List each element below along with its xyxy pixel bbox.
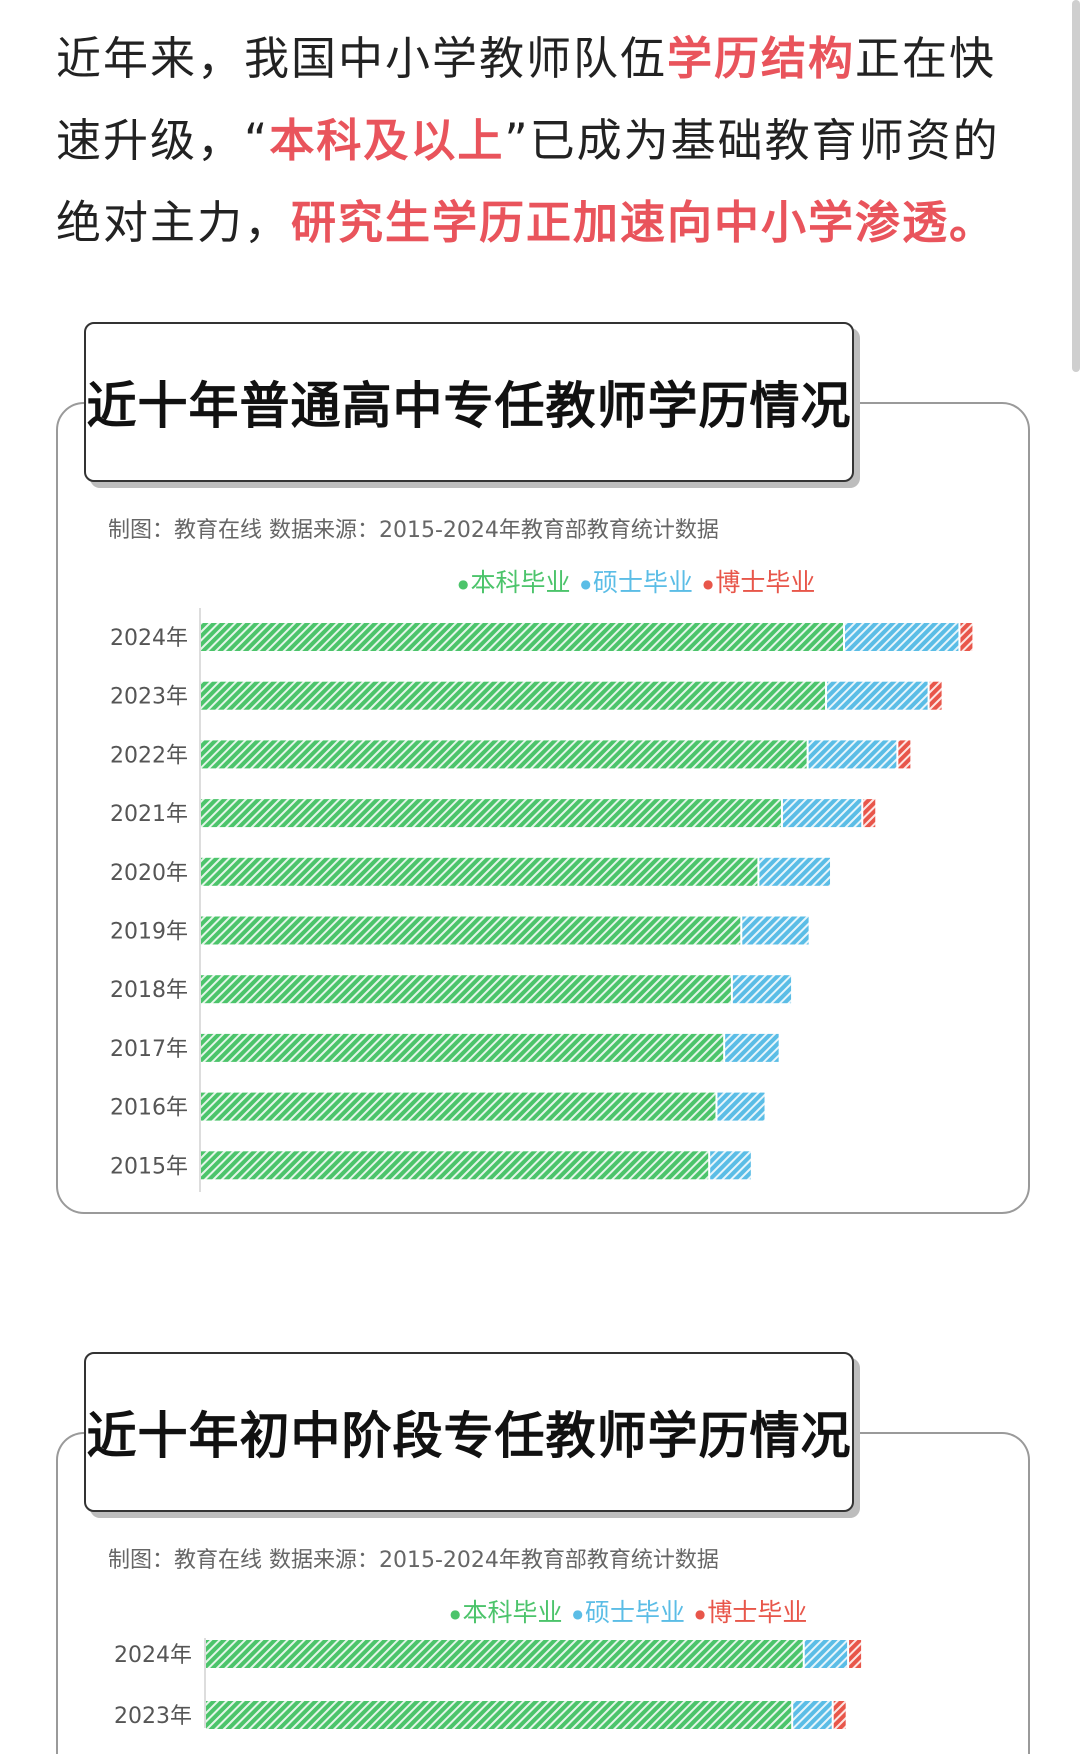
bar-phd-2023年 xyxy=(929,681,942,710)
intro-highlight-3: 研究生学历正加速向中小学渗透。 xyxy=(291,196,997,249)
intro-highlight-2: 本科及以上 xyxy=(269,114,505,167)
chart-legend-junior-high: ●本科毕业 ●硕士毕业 ●博士毕业 xyxy=(450,1593,809,1629)
chart-credit-junior-high: 制图：教育在线 数据来源：2015-2024年教育部教育统计数据 xyxy=(108,1548,719,1573)
intro-text-3: ”已成为基础教育师资的绝对主力， xyxy=(56,114,1000,249)
bar-phd-2024年 xyxy=(849,1640,862,1668)
bar-bachelor-2023年 xyxy=(201,681,826,710)
bar-phd-2024年 xyxy=(960,623,973,651)
bar-master-2019年 xyxy=(742,916,809,945)
year-tick-label: 2019年 xyxy=(110,920,188,945)
bar-master-2018年 xyxy=(732,975,792,1004)
year-tick-label: 2018年 xyxy=(110,978,188,1003)
bar-bachelor-2015年 xyxy=(201,1151,709,1180)
chart-title-senior-high: 近十年普通高中专任教师学历情况 xyxy=(84,322,854,482)
bar-master-2016年 xyxy=(717,1092,765,1121)
bar-master-2023年 xyxy=(827,681,928,710)
bar-master-2023年 xyxy=(793,1701,832,1729)
legend-swatch-master: ● xyxy=(572,1607,583,1621)
intro-highlight-1: 学历结构 xyxy=(667,32,856,85)
bar-bachelor-2021年 xyxy=(201,799,781,828)
legend-label-phd: 博士毕业 xyxy=(715,568,816,597)
bar-bachelor-2017年 xyxy=(201,1033,724,1062)
legend-swatch-bachelor: ● xyxy=(458,577,469,591)
bar-master-2024年 xyxy=(804,1640,848,1668)
bar-bachelor-2023年 xyxy=(206,1701,792,1729)
intro-text-2: 正在快速升级，“ xyxy=(56,32,997,167)
legend-label-bachelor: 本科毕业 xyxy=(462,1598,563,1627)
year-tick-label: 2024年 xyxy=(114,1643,192,1668)
legend-swatch-master: ● xyxy=(580,577,591,591)
bar-master-2022年 xyxy=(808,740,897,769)
intro-paragraph: 近年来，我国中小学教师队伍学历结构正在快速升级，“本科及以上”已成为基础教育师资… xyxy=(56,18,1016,264)
chart-title-junior-high: 近十年初中阶段专任教师学历情况 xyxy=(84,1352,854,1512)
legend-swatch-phd: ● xyxy=(694,1607,706,1621)
bar-bachelor-2024年 xyxy=(206,1640,803,1668)
year-tick-label: 2024年 xyxy=(110,626,188,651)
bar-bachelor-2018年 xyxy=(201,975,731,1004)
bar-master-2015年 xyxy=(710,1151,751,1180)
bar-bachelor-2016年 xyxy=(201,1092,716,1121)
legend-label-bachelor: 本科毕业 xyxy=(470,568,571,597)
bar-bachelor-2020年 xyxy=(201,857,758,886)
bar-phd-2023年 xyxy=(833,1701,846,1729)
bar-phd-2022年 xyxy=(898,740,911,769)
year-tick-label: 2022年 xyxy=(110,743,188,768)
chart-legend-senior-high: ●本科毕业 ●硕士毕业 ●博士毕业 xyxy=(458,563,817,599)
bar-master-2024年 xyxy=(845,623,959,651)
year-tick-label: 2021年 xyxy=(110,802,188,827)
bar-master-2020年 xyxy=(759,857,831,886)
bar-bachelor-2019年 xyxy=(201,916,741,945)
bar-bachelor-2024年 xyxy=(201,623,843,651)
intro-text-1: 近年来，我国中小学教师队伍 xyxy=(56,32,668,85)
legend-label-master: 硕士毕业 xyxy=(592,568,693,597)
legend-swatch-phd: ● xyxy=(702,577,714,591)
year-tick-label: 2017年 xyxy=(110,1037,188,1062)
chart-credit-senior-high: 制图：教育在线 数据来源：2015-2024年教育部教育统计数据 xyxy=(108,518,719,543)
year-tick-label: 2023年 xyxy=(110,685,188,710)
year-tick-label: 2016年 xyxy=(110,1096,188,1121)
legend-label-phd: 博士毕业 xyxy=(707,1598,808,1627)
year-tick-label: 2023年 xyxy=(114,1704,192,1729)
legend-swatch-bachelor: ● xyxy=(450,1607,461,1621)
year-tick-label: 2020年 xyxy=(110,861,188,886)
bar-phd-2021年 xyxy=(863,799,876,828)
bar-bachelor-2022年 xyxy=(201,740,807,769)
bar-master-2021年 xyxy=(782,799,862,828)
legend-label-master: 硕士毕业 xyxy=(584,1598,685,1627)
year-tick-label: 2015年 xyxy=(110,1154,188,1179)
scrollbar[interactable] xyxy=(1072,0,1080,372)
bar-master-2017年 xyxy=(725,1033,779,1062)
